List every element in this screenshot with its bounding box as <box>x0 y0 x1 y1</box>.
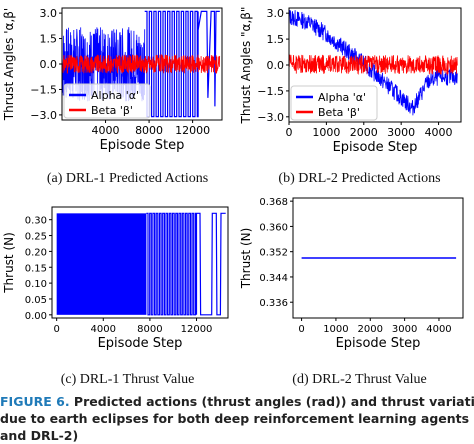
figure-caption-line-2: due to earth eclipses for both deep rein… <box>0 411 474 426</box>
figure-label: FIGURE 6. <box>0 394 70 409</box>
chart-panel-c: 0 4000 8000 12000 0.00 0.05 0.10 0.15 0.20 0.25 0.… <box>0 193 237 365</box>
chart-d-svg: 0 1000 2000 3000 4000 0.336 0.344 0.352 0.360 0.3… <box>239 197 464 351</box>
x-tick-label: 3000 <box>387 126 415 139</box>
x-tick-label: 2000 <box>350 126 378 139</box>
x-axis-label: Episode Step <box>333 140 418 155</box>
legend-label-beta: Beta 'β' <box>318 106 360 119</box>
x-tick-label: 4000 <box>92 124 120 137</box>
y-axis-label: Thrust (N) <box>2 232 16 294</box>
y-tick-label: 3.0 <box>267 7 285 20</box>
legend-label-alpha: Alpha 'α' <box>91 89 139 102</box>
x-tick-label: 1000 <box>323 324 348 335</box>
x-tick-label: 4000 <box>91 324 116 335</box>
chart-b-svg: 0 1000 2000 3000 4000 −3.0 −1.5 0.0 1.5 3.0 Episod… <box>239 7 462 155</box>
y-tick-label: 3.0 <box>40 7 58 20</box>
chart-a-svg: 4000 8000 12000 −3.0 −1.5 0.0 1.5 3.0 Episode St… <box>2 7 223 153</box>
series-beta-line <box>61 54 221 75</box>
plot-frame <box>292 197 464 319</box>
legend-label-beta: Beta 'β' <box>91 104 133 117</box>
x-tick-label: 8000 <box>135 124 163 137</box>
chart-panel-d: 0 1000 2000 3000 4000 0.336 0.344 0.352 0.360 0.3… <box>237 193 474 365</box>
figure-caption: FIGURE 6. Predicted actions (thrust angl… <box>0 393 474 444</box>
chart-panel-b: 0 1000 2000 3000 4000 −3.0 −1.5 0.0 1.5 3.0 Episod… <box>237 0 474 170</box>
x-tick-label: 0 <box>286 126 293 139</box>
y-tick-label: 1.5 <box>267 33 285 46</box>
y-tick-label: −3.0 <box>30 109 57 122</box>
x-axis-label: Episode Step <box>336 336 421 351</box>
series-thrust-line <box>146 212 226 316</box>
x-tick-label: 4000 <box>425 126 453 139</box>
figure-caption-line-3: and DRL-2) <box>0 428 79 443</box>
y-axis-label: Thrust (N) <box>239 228 253 290</box>
y-tick-label: 0.20 <box>25 247 47 258</box>
y-tick-label: 0.0 <box>40 58 58 71</box>
x-axis-label: Episode Step <box>98 336 183 351</box>
x-axis-label: Episode Step <box>100 138 185 153</box>
subcaption-d: (d) DRL-2 Thrust Value <box>292 372 427 387</box>
x-tick-label: 0 <box>53 324 59 335</box>
y-tick-label: 0.360 <box>259 222 288 233</box>
chart-c-svg: 0 4000 8000 12000 0.00 0.05 0.10 0.15 0.20 0.25 0.… <box>2 206 229 351</box>
subcaption-c: (c) DRL-1 Thrust Value <box>60 372 195 387</box>
legend-label-alpha: Alpha 'α' <box>318 91 366 104</box>
y-tick-label: −3.0 <box>257 111 284 124</box>
y-tick-label: −1.5 <box>257 85 284 98</box>
x-tick-label: 0 <box>298 324 304 335</box>
series-beta-line <box>288 54 458 76</box>
x-tick-label: 3000 <box>392 324 417 335</box>
y-tick-label: 0.30 <box>25 216 47 227</box>
y-tick-label: 1.5 <box>40 33 58 46</box>
y-tick-label: 0.344 <box>259 273 288 284</box>
y-tick-label: 0.368 <box>259 197 288 208</box>
series-alpha-line <box>288 10 458 116</box>
y-axis-label: Thrust Angles 'α,β' <box>2 8 16 121</box>
x-tick-label: 12000 <box>181 324 213 335</box>
x-tick-label: 2000 <box>358 324 383 335</box>
y-tick-label: 0.25 <box>25 232 47 243</box>
y-tick-label: 0.05 <box>25 295 47 306</box>
y-tick-label: 0.352 <box>259 248 288 259</box>
chart-panel-a: 4000 8000 12000 −3.0 −1.5 0.0 1.5 3.0 Episode St… <box>0 0 237 170</box>
y-axis-label: Thrust Angles "α,β" <box>239 7 253 125</box>
x-tick-label: 4000 <box>426 324 451 335</box>
y-tick-label: −1.5 <box>30 83 57 96</box>
y-tick-label: 0.00 <box>25 311 47 322</box>
subcaption-a: (a) DRL-1 Predicted Actions <box>46 171 209 186</box>
y-tick-label: 0.336 <box>259 298 288 309</box>
x-tick-label: 8000 <box>137 324 162 335</box>
x-tick-label: 1000 <box>312 126 340 139</box>
y-tick-label: 0.15 <box>25 263 47 274</box>
figure-caption-text-1: Predicted actions (thrust angles (rad)) … <box>73 394 474 409</box>
y-tick-label: 0.0 <box>267 59 285 72</box>
plot-frame <box>51 206 229 319</box>
series-thrust-dense <box>56 213 147 315</box>
x-tick-label: 12000 <box>175 124 210 137</box>
y-tick-label: 0.10 <box>25 279 47 290</box>
figure-caption-line-1: FIGURE 6. Predicted actions (thrust angl… <box>0 393 474 410</box>
subcaption-b: (b) DRL-2 Predicted Actions <box>278 171 441 186</box>
